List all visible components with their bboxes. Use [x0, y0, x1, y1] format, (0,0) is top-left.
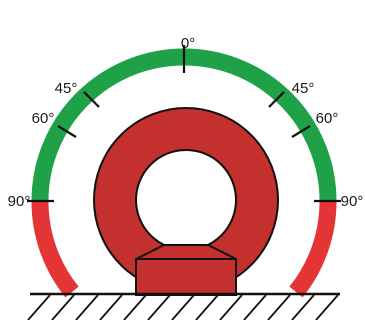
label-45-right: 45° — [292, 80, 315, 97]
danger-angle-arc-right — [289, 200, 337, 298]
tick-45-right — [268, 91, 285, 108]
label-60-right: 60° — [316, 110, 339, 127]
tick-60-right — [291, 125, 311, 138]
label-45-left: 45° — [55, 80, 78, 97]
angle-ticks — [27, 45, 341, 203]
tick-45-left — [83, 91, 100, 108]
label-0: 0° — [181, 35, 195, 52]
label-90-left: 90° — [8, 193, 31, 210]
label-90-right: 90° — [341, 193, 364, 210]
danger-angle-arc-left — [31, 200, 79, 298]
eyebolt-collar — [135, 244, 237, 296]
tick-60-left — [57, 125, 77, 138]
ground-hatching — [27, 294, 339, 320]
label-60-left: 60° — [32, 110, 55, 127]
